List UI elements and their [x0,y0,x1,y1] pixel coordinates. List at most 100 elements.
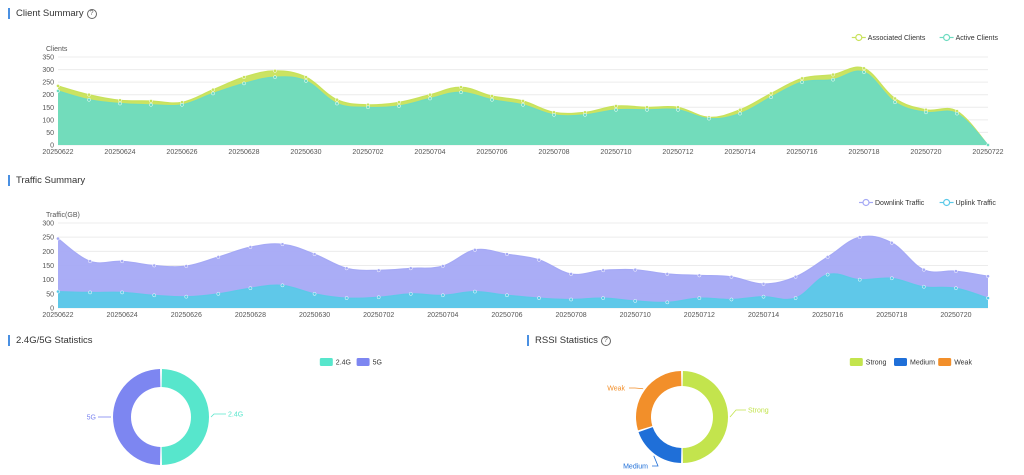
x-tick-label: 20250718 [876,312,907,319]
data-point [120,259,124,264]
slice-5g [112,369,161,465]
data-point [986,274,990,279]
slice-2.4g [161,369,210,465]
data-point [184,264,189,268]
data-point [893,96,897,101]
x-tick-label: 20250714 [724,149,755,156]
data-point [831,72,835,77]
traffic-summary-title-text: Traffic Summary [16,175,86,186]
data-point [273,68,277,73]
x-tick-label: 20250712 [662,149,693,156]
data-point [242,81,246,86]
traffic-summary-title: Traffic Summary [8,175,85,186]
x-tick-label: 20250710 [600,149,631,156]
data-point [729,274,734,279]
data-point [505,252,509,257]
client-summary-title: Client Summary? [8,8,97,19]
data-point [56,289,60,294]
data-point [211,87,215,92]
data-point [459,85,463,90]
slice-strong [682,371,728,463]
slice-label: Medium [623,464,648,471]
data-point [793,274,798,279]
y-tick-label: 350 [42,55,54,62]
x-tick-label: 20250622 [42,149,73,156]
leader-line [210,413,226,418]
x-tick-label: 20250720 [910,149,941,156]
data-point [56,84,60,88]
data-point [761,282,766,286]
data-point [304,75,308,79]
x-tick-label: 20250628 [235,312,266,319]
data-point [344,266,349,271]
data-point [211,91,215,96]
data-point [521,99,525,103]
slice-label: 5G [87,415,96,422]
x-tick-label: 20250720 [940,312,971,319]
y-tick-label: 150 [42,263,54,270]
data-point [569,297,573,302]
data-point [408,266,413,271]
data-point [614,107,618,112]
x-tick-label: 20250624 [104,149,135,156]
data-point [633,299,638,303]
legend-label: Downlink Traffic [875,200,925,207]
y-tick-label: 150 [42,105,54,112]
legend-label: 5G [373,360,382,367]
x-tick-label: 20250722 [972,149,1003,156]
legend-marker [942,33,951,42]
data-point [954,269,958,274]
band-stats-title: 2.4G/5G Statistics [8,335,93,346]
data-point [633,267,638,272]
data-point [665,272,670,276]
data-point [335,101,339,106]
data-point [569,272,573,276]
legend-swatch [894,358,907,366]
data-point [87,97,91,102]
data-point [954,286,958,291]
data-point [831,77,835,82]
data-point [473,248,477,252]
x-tick-label: 20250622 [42,312,73,319]
data-point [118,98,122,103]
y-tick-label: 250 [42,80,54,87]
data-point [152,293,157,298]
leader-line [629,387,644,390]
x-tick-label: 20250716 [786,149,817,156]
slice-label: Weak [607,386,625,393]
data-point [280,242,285,247]
rssi-stats-chart: Strong Medium Weak Weak Medium Strong [607,358,972,471]
series-area-2 [58,273,988,308]
rssi-stats-title: RSSI Statistics? [527,335,611,346]
data-point [769,91,773,96]
data-point [800,80,804,84]
data-point [986,296,990,300]
legend-marker [862,198,870,207]
x-tick-label: 20250624 [107,312,138,319]
data-point [149,99,153,103]
x-tick-label: 20250706 [491,312,522,319]
legend-swatch [849,358,863,366]
band-stats-title-text: 2.4G/5G Statistics [16,335,93,346]
data-point [583,112,587,117]
y-axis-label: Clients [46,46,68,53]
slice-medium [638,427,682,463]
x-tick-label: 20250706 [476,149,507,156]
data-point [87,92,91,97]
data-point [889,240,894,245]
help-icon[interactable]: ? [86,9,97,19]
y-tick-label: 100 [42,117,54,124]
data-point [120,290,124,295]
help-icon[interactable]: ? [600,336,611,346]
data-point [149,102,153,107]
data-point [344,296,349,300]
legend-swatch [938,358,952,366]
data-point [118,101,122,106]
series-line-1 [57,235,989,285]
y-tick-label: 300 [42,67,54,74]
data-point [738,111,742,116]
data-point [924,110,928,115]
x-tick-label: 20250716 [812,312,843,319]
legend-label: Associated Clients [868,35,926,42]
y-tick-label: 100 [42,277,54,284]
